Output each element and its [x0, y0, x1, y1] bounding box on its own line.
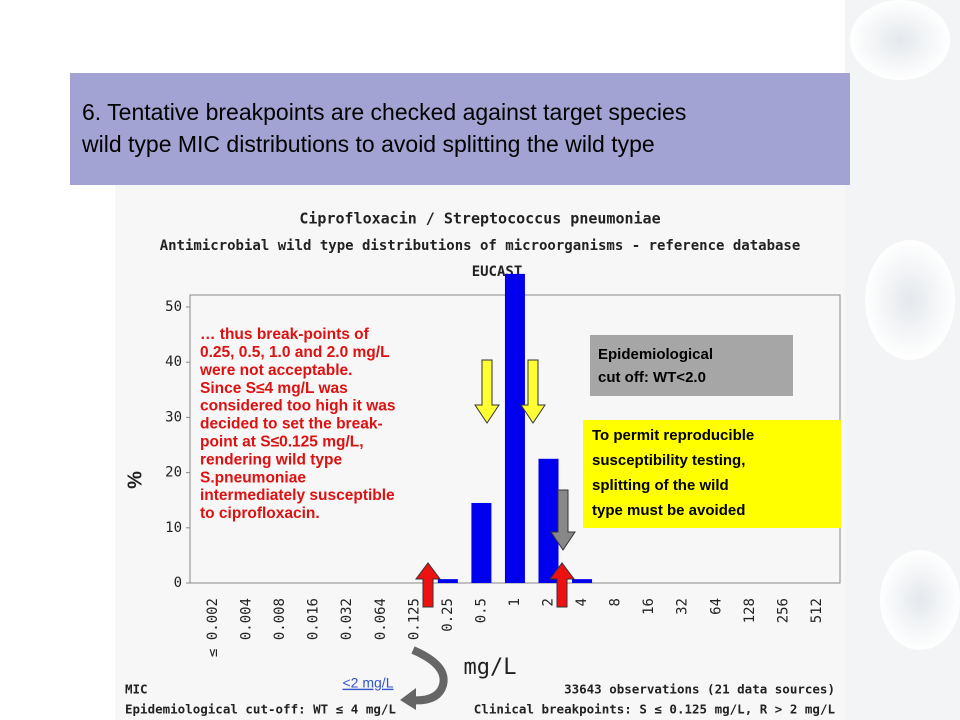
bar	[437, 579, 458, 583]
yellow-line: splitting of the wild	[592, 477, 729, 494]
texture	[880, 550, 960, 650]
yellow-line: type must be avoided	[592, 502, 745, 519]
footer-left: MIC	[125, 682, 148, 697]
yellow-text: To permit reproducible susceptibility tes…	[592, 427, 754, 519]
texture	[865, 240, 955, 360]
title-line: 6. Tentative breakpoints are checked aga…	[82, 99, 686, 125]
bar	[572, 579, 593, 583]
arrowhead	[400, 688, 416, 710]
x-tick-label: 0.25	[440, 598, 456, 632]
note-line: 0.25, 0.5, 1.0 and 2.0 mg/L	[200, 344, 390, 361]
x-tick-label: 32	[675, 598, 691, 615]
x-tick-label: 128	[742, 598, 758, 623]
x-axis-label: mg/L	[464, 655, 517, 680]
x-tick-label: 0.016	[306, 598, 322, 640]
x-tick-label: 0.125	[406, 598, 422, 640]
arrow	[550, 489, 576, 551]
y-tick-label: 10	[165, 520, 182, 536]
note-line: were not acceptable.	[199, 362, 352, 379]
y-axis-label: %	[124, 471, 146, 489]
x-tick-label: 256	[775, 598, 791, 623]
chart-title: Ciprofloxacin / Streptococcus pneumoniae	[299, 210, 660, 228]
curved-arrow	[407, 646, 448, 705]
y-tick-label: 50	[165, 299, 182, 315]
note-line: … thus break-points of	[200, 326, 370, 343]
note: … thus break-points of0.25, 0.5, 1.0 and…	[199, 326, 396, 522]
note-line: Since S≤4 mg/L was	[200, 380, 348, 397]
footer-right: Clinical breakpoints: S ≤ 0.125 mg/L, R …	[474, 702, 836, 717]
footer: MIC Epidemiological cut-off: WT ≤ 4 mg/L 3…	[125, 682, 835, 717]
epi-line: cut off: WT<2.0	[598, 369, 706, 386]
arrow	[549, 562, 575, 608]
slide-title: 6. Tentative breakpoints are checked aga…	[81, 99, 686, 157]
y-tick-label: 30	[165, 409, 182, 425]
yellow-box	[583, 420, 841, 528]
footer-right: 33643 observations (21 data sources)	[564, 682, 835, 697]
bar	[504, 273, 525, 583]
note-line: point at S≤0.125 mg/L,	[200, 433, 364, 450]
epi-line: Epidemiological	[598, 346, 713, 363]
texture	[850, 0, 950, 80]
title-band	[70, 73, 850, 185]
arrow	[520, 359, 546, 424]
note-line: rendering wild type	[200, 451, 342, 468]
y-tick-label: 20	[165, 465, 182, 481]
x-tick-label: 0.008	[272, 598, 288, 640]
title-line: wild type MIC distributions to avoid spl…	[81, 131, 655, 157]
arrows	[400, 359, 576, 710]
yellow-line: To permit reproducible	[592, 427, 754, 444]
chart-subtitle: Antimicrobial wild type distributions of…	[160, 238, 801, 254]
note-line: decided to set the break-	[200, 416, 383, 433]
arrow	[415, 562, 441, 608]
arrow	[474, 359, 500, 424]
note-line: considered too high it was	[200, 398, 396, 415]
x-tick-label: 8	[608, 598, 624, 606]
link-text: <2 mg/L	[343, 675, 394, 691]
x-tick-label: 16	[641, 598, 657, 615]
y-tick-label: 0	[174, 575, 182, 591]
x-tick-label: 0.004	[239, 598, 255, 640]
x-tick-label: ≤ 0.002	[205, 598, 221, 657]
note-line: intermediately susceptible	[200, 487, 395, 504]
x-tick-label: 1	[507, 598, 523, 606]
footer-left: Epidemiological cut-off: WT ≤ 4 mg/L	[125, 702, 396, 717]
epi-box	[590, 335, 793, 396]
note-line: to ciprofloxacin.	[200, 505, 320, 522]
x-tick-label: 0.032	[339, 598, 355, 640]
x-tick-label: 0.5	[473, 598, 489, 623]
x-tick-label: 64	[708, 598, 724, 615]
yellow-line: susceptibility testing,	[592, 452, 745, 469]
x-tick-label: 2	[541, 598, 557, 606]
bar	[538, 458, 559, 583]
x-tick-label: 4	[574, 598, 590, 606]
bar	[471, 502, 492, 583]
y-tick-label: 40	[165, 354, 182, 370]
x-tick-label: 0.064	[373, 598, 389, 640]
note-line: S.pneumoniae	[200, 469, 306, 486]
x-tick-label: 512	[809, 598, 825, 623]
epi-text: Epidemiological cut off: WT<2.0	[598, 346, 713, 386]
